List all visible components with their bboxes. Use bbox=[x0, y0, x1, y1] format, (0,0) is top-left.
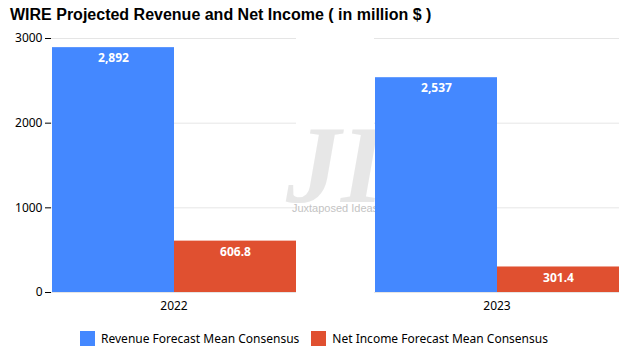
svg-text:2022: 2022 bbox=[160, 297, 188, 314]
html-text:Net Income Forecast Mean Conse: Net Income Forecast Mean Consensus bbox=[332, 330, 548, 347]
svg-text:301.4: 301.4 bbox=[543, 269, 574, 286]
svg-text:1000: 1000 bbox=[15, 199, 43, 216]
html-text:Revenue Forecast Mean Consensu: Revenue Forecast Mean Consensus bbox=[101, 330, 300, 347]
html-text:Juxtaposed Ideas: Juxtaposed Ideas bbox=[291, 202, 379, 215]
svg-text:3000: 3000 bbox=[15, 29, 43, 46]
svg-text:2,537: 2,537 bbox=[421, 79, 452, 96]
svg-text:0: 0 bbox=[36, 283, 43, 300]
svg-text:2000: 2000 bbox=[15, 114, 43, 131]
svg-text:606.8: 606.8 bbox=[220, 243, 251, 260]
svg-text:2,892: 2,892 bbox=[98, 49, 129, 66]
html-text:JI: JI bbox=[286, 104, 384, 226]
html-text:WIRE Projected Revenue and Net: WIRE Projected Revenue and Net Income ( … bbox=[10, 6, 432, 23]
svg-text:2023: 2023 bbox=[483, 297, 511, 314]
